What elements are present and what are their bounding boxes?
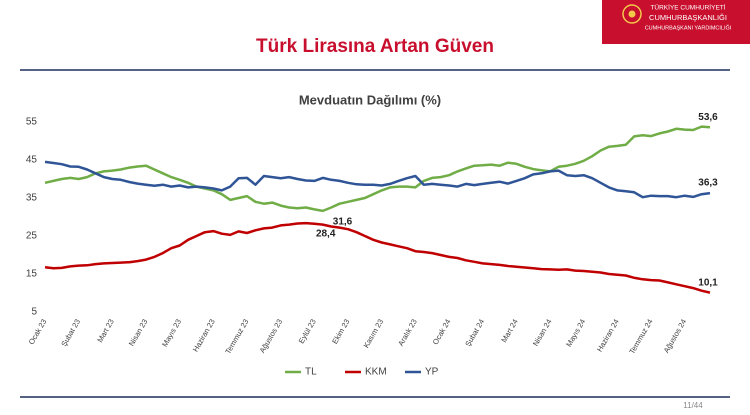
x-tick-label: Mayıs 23 (160, 317, 183, 348)
legend-label: TL (305, 367, 317, 378)
y-tick-label: 45 (26, 155, 38, 166)
header-line: CUMHURBAŞKANLIĞI (649, 13, 727, 22)
chart-title: Mevduatın Dağılımı (%) (299, 92, 441, 107)
x-tick-label: Ocak 23 (27, 317, 49, 346)
x-tick-label: Ağustos 23 (258, 317, 285, 354)
y-tick-label: 25 (26, 231, 38, 242)
data-label: 10,1 (698, 277, 718, 288)
x-tick-label: Mayıs 24 (564, 317, 587, 348)
x-tick-label: Şubat 23 (59, 317, 82, 348)
x-tick-label: Aralık 23 (396, 317, 419, 347)
x-tick-label: Ocak 24 (431, 317, 453, 346)
series-line (44, 160, 711, 199)
x-tick-label: Temmuz 24 (627, 317, 654, 355)
x-tick-label: Ekim 23 (330, 317, 351, 345)
x-tick-label: Nisan 24 (531, 317, 554, 347)
series-line (44, 125, 711, 213)
legend-label: YP (425, 367, 439, 378)
x-tick-label: Şubat 24 (463, 317, 486, 348)
page-number: 11/44 (683, 401, 703, 410)
x-tick-label: Temmuz 23 (223, 317, 250, 355)
emblem-sun (628, 10, 636, 18)
data-label: 28,4 (316, 229, 336, 240)
x-tick-label: Haziran 23 (191, 317, 217, 353)
legend-label: KKM (365, 367, 387, 378)
x-tick-label: Haziran 24 (595, 317, 621, 353)
x-tick-label: Eylül 23 (297, 317, 318, 345)
header-line: TÜRKİYE CUMHURİYETİ (650, 3, 725, 12)
header-line: CUMHURBAŞKANI YARDIMCILIĞI (645, 24, 732, 31)
x-tick-label: Mart 24 (499, 317, 520, 344)
data-label: 36,3 (698, 178, 718, 189)
data-label: 31,6 (333, 217, 353, 228)
emblem (622, 4, 642, 24)
y-tick-label: 35 (26, 193, 38, 204)
y-tick-label: 5 (31, 307, 37, 318)
slide-title: Türk Lirasına Artan Güven (256, 36, 494, 57)
y-tick-label: 55 (26, 117, 38, 128)
x-tick-label: Kasım 23 (362, 317, 386, 349)
x-tick-label: Ağustos 24 (662, 317, 689, 354)
x-tick-label: Mart 23 (95, 317, 116, 344)
y-tick-label: 15 (26, 269, 38, 280)
series-line (44, 221, 711, 294)
data-label: 53,6 (698, 112, 718, 123)
x-tick-label: Nisan 23 (127, 317, 150, 347)
